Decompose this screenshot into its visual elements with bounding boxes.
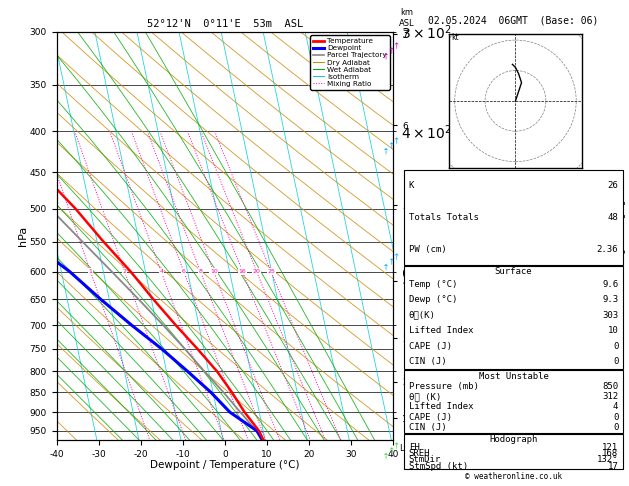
- Text: 1: 1: [89, 269, 92, 274]
- Text: 6: 6: [182, 269, 186, 274]
- Text: SREH: SREH: [409, 449, 430, 458]
- Text: 8: 8: [199, 269, 203, 274]
- Text: CIN (J): CIN (J): [409, 423, 447, 432]
- Text: Lifted Index: Lifted Index: [409, 402, 474, 411]
- Text: 10: 10: [210, 269, 218, 274]
- Text: CAPE (J): CAPE (J): [409, 413, 452, 421]
- Text: 48: 48: [608, 213, 618, 222]
- Text: 0: 0: [613, 413, 618, 421]
- Text: kt: kt: [452, 33, 459, 42]
- Text: 25: 25: [267, 269, 275, 274]
- Text: Dewp (°C): Dewp (°C): [409, 295, 457, 304]
- Text: 10: 10: [608, 326, 618, 335]
- Text: 850: 850: [602, 382, 618, 391]
- Text: Temp (°C): Temp (°C): [409, 280, 457, 289]
- Y-axis label: hPa: hPa: [18, 226, 28, 246]
- Text: 0: 0: [613, 423, 618, 432]
- Text: StmDir: StmDir: [409, 455, 441, 465]
- Legend: Temperature, Dewpoint, Parcel Trajectory, Dry Adiabat, Wet Adiabat, Isotherm, Mi: Temperature, Dewpoint, Parcel Trajectory…: [310, 35, 389, 90]
- Text: 168: 168: [602, 449, 618, 458]
- Text: 132°: 132°: [597, 455, 618, 465]
- Text: 17: 17: [608, 462, 618, 471]
- Text: 2.36: 2.36: [597, 244, 618, 254]
- Title: 52°12'N  0°11'E  53m  ASL: 52°12'N 0°11'E 53m ASL: [147, 19, 303, 30]
- Text: Pressure (mb): Pressure (mb): [409, 382, 479, 391]
- Text: 9.6: 9.6: [602, 280, 618, 289]
- Text: StmSpd (kt): StmSpd (kt): [409, 462, 468, 471]
- Text: CIN (J): CIN (J): [409, 357, 447, 366]
- Text: 26: 26: [608, 181, 618, 191]
- Text: EH: EH: [409, 443, 420, 452]
- Text: K: K: [409, 181, 415, 191]
- Text: Surface: Surface: [495, 267, 532, 277]
- Text: 4: 4: [159, 269, 163, 274]
- Text: 2: 2: [123, 269, 126, 274]
- Text: 20: 20: [253, 269, 260, 274]
- Text: 9.3: 9.3: [602, 295, 618, 304]
- Text: $\nearrow\!\!\nearrow\!\!\nearrow$: $\nearrow\!\!\nearrow\!\!\nearrow$: [379, 134, 403, 157]
- Text: θᴇ(K): θᴇ(K): [409, 311, 436, 320]
- Text: 4: 4: [613, 402, 618, 411]
- Text: 0: 0: [613, 342, 618, 351]
- Text: Most Unstable: Most Unstable: [479, 372, 548, 381]
- Text: © weatheronline.co.uk: © weatheronline.co.uk: [465, 472, 562, 481]
- Text: $\nearrow\!\!\nearrow\!\!\nearrow$: $\nearrow\!\!\nearrow\!\!\nearrow$: [379, 439, 403, 463]
- Text: Hodograph: Hodograph: [489, 435, 538, 444]
- Text: θᴇ (K): θᴇ (K): [409, 392, 441, 401]
- Text: CAPE (J): CAPE (J): [409, 342, 452, 351]
- Text: Lifted Index: Lifted Index: [409, 326, 474, 335]
- Text: $\nearrow\!\!\nearrow\!\!\nearrow$: $\nearrow\!\!\nearrow\!\!\nearrow$: [379, 39, 403, 63]
- Text: LCL: LCL: [399, 444, 414, 453]
- Text: 0: 0: [613, 357, 618, 366]
- X-axis label: Dewpoint / Temperature (°C): Dewpoint / Temperature (°C): [150, 460, 299, 470]
- Text: PW (cm): PW (cm): [409, 244, 447, 254]
- Text: 303: 303: [602, 311, 618, 320]
- Text: Mixing Ratio (g/kg): Mixing Ratio (g/kg): [617, 196, 626, 276]
- Text: km
ASL: km ASL: [399, 8, 415, 28]
- Text: $\nearrow\!\!\nearrow\!\!\nearrow$: $\nearrow\!\!\nearrow\!\!\nearrow$: [379, 251, 403, 274]
- Text: 121: 121: [602, 443, 618, 452]
- Text: Totals Totals: Totals Totals: [409, 213, 479, 222]
- Text: 312: 312: [602, 392, 618, 401]
- Text: 02.05.2024  06GMT  (Base: 06): 02.05.2024 06GMT (Base: 06): [428, 16, 599, 26]
- Text: 16: 16: [238, 269, 247, 274]
